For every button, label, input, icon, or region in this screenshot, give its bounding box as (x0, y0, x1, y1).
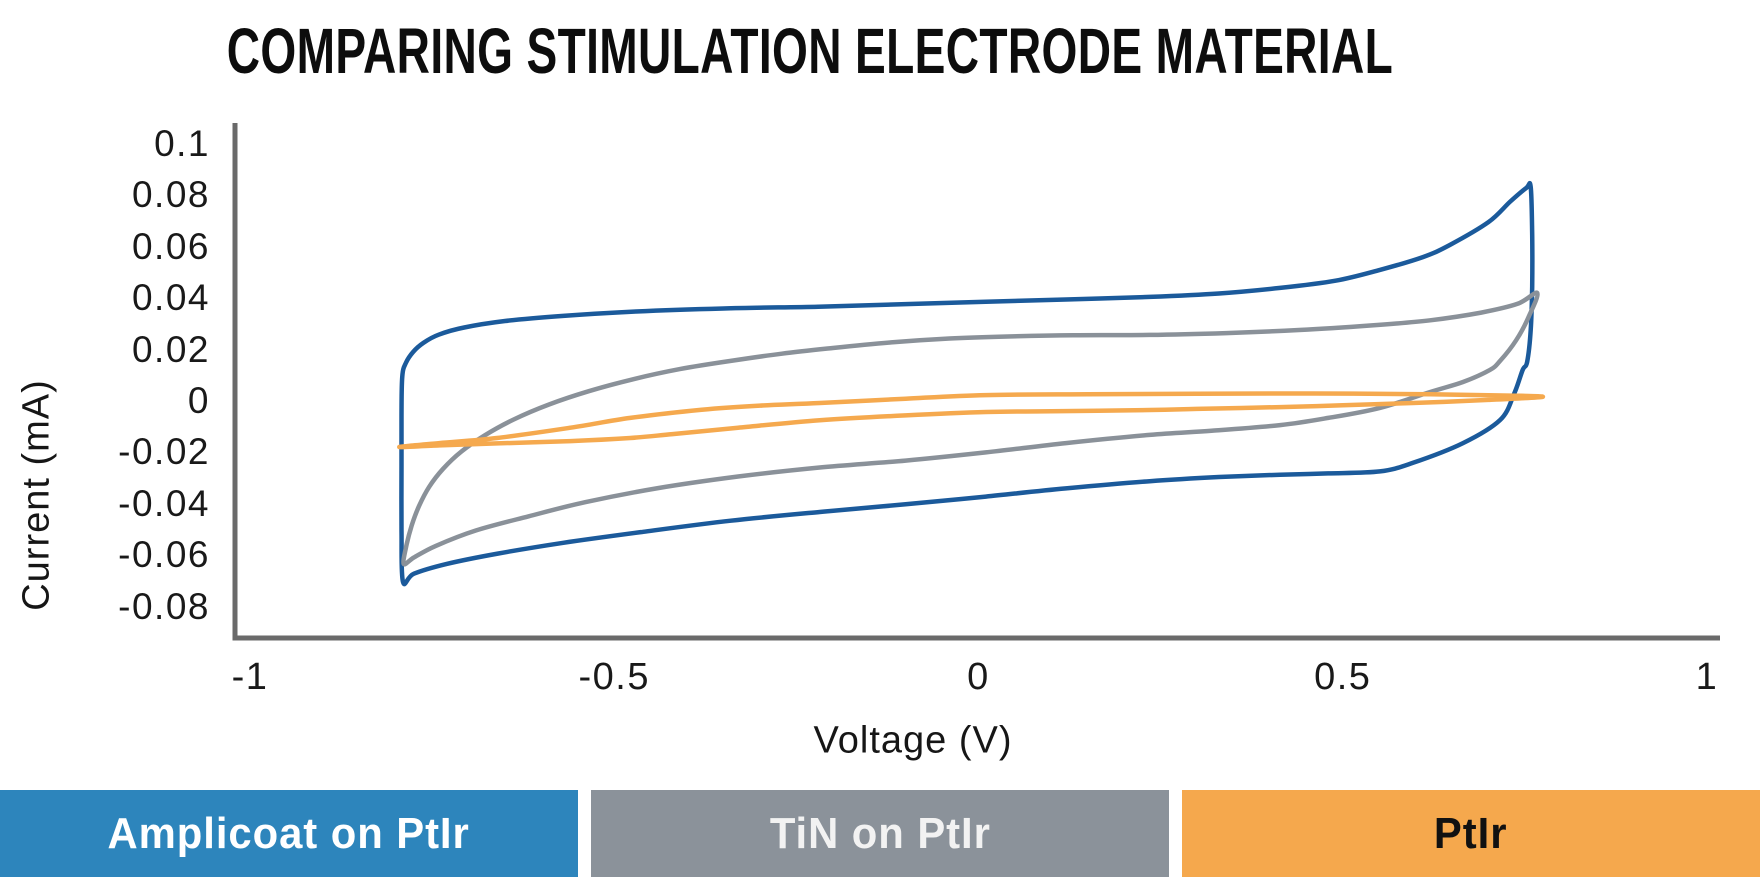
x-tick-label: -1 (231, 656, 269, 698)
x-tick-label: 1 (1695, 656, 1719, 698)
y-tick-label: 0.1 (154, 123, 210, 165)
chart-title: COMPARING STIMULATION ELECTRODE MATERIAL (0, 14, 1580, 88)
series-tin-on-ptir-curve (401, 290, 1540, 567)
y-axis-ticks: 0.1 0.08 0.06 0.04 0.02 0 -0.02 -0.04 -0.06 -0.08 (0, 0, 210, 880)
x-tick-label: 0.5 (1314, 656, 1372, 698)
y-tick-label: 0.08 (131, 174, 210, 216)
series-ptir-curve (397, 391, 1546, 450)
y-tick-label: 0.04 (131, 277, 210, 319)
x-axis-ticks: -1 -0.5 0 0.5 1 (0, 656, 1760, 706)
legend-item-label: TiN on PtIr (769, 808, 991, 858)
legend-item-label: Amplicoat on PtIr (107, 808, 471, 858)
y-tick-label: -0.02 (118, 431, 210, 473)
series-amplicoat-on-ptir-curve (399, 180, 1535, 587)
legend-item-ptir: PtIr (1182, 790, 1760, 877)
y-tick-label: -0.06 (118, 534, 210, 576)
y-tick-label: 0.06 (131, 225, 210, 267)
y-tick-label: 0 (187, 380, 210, 422)
y-axis-label: Current (mA) (15, 379, 58, 611)
y-tick-label: -0.04 (118, 482, 210, 524)
legend: Amplicoat on PtIr TiN on PtIr PtIr (0, 790, 1760, 877)
chart-title-text: COMPARING STIMULATION ELECTRODE MATERIAL (226, 15, 1394, 87)
x-tick-label: 0 (967, 656, 990, 698)
legend-item-label: PtIr (1434, 808, 1508, 858)
y-tick-label: 0.02 (131, 328, 210, 370)
y-tick-label: -0.08 (118, 585, 210, 627)
x-tick-label: -0.5 (578, 656, 650, 698)
legend-item-tin-on-ptir: TiN on PtIr (591, 790, 1169, 877)
x-axis-label: Voltage (V) (813, 719, 1013, 762)
legend-item-amplicoat-on-ptir: Amplicoat on PtIr (0, 790, 578, 877)
